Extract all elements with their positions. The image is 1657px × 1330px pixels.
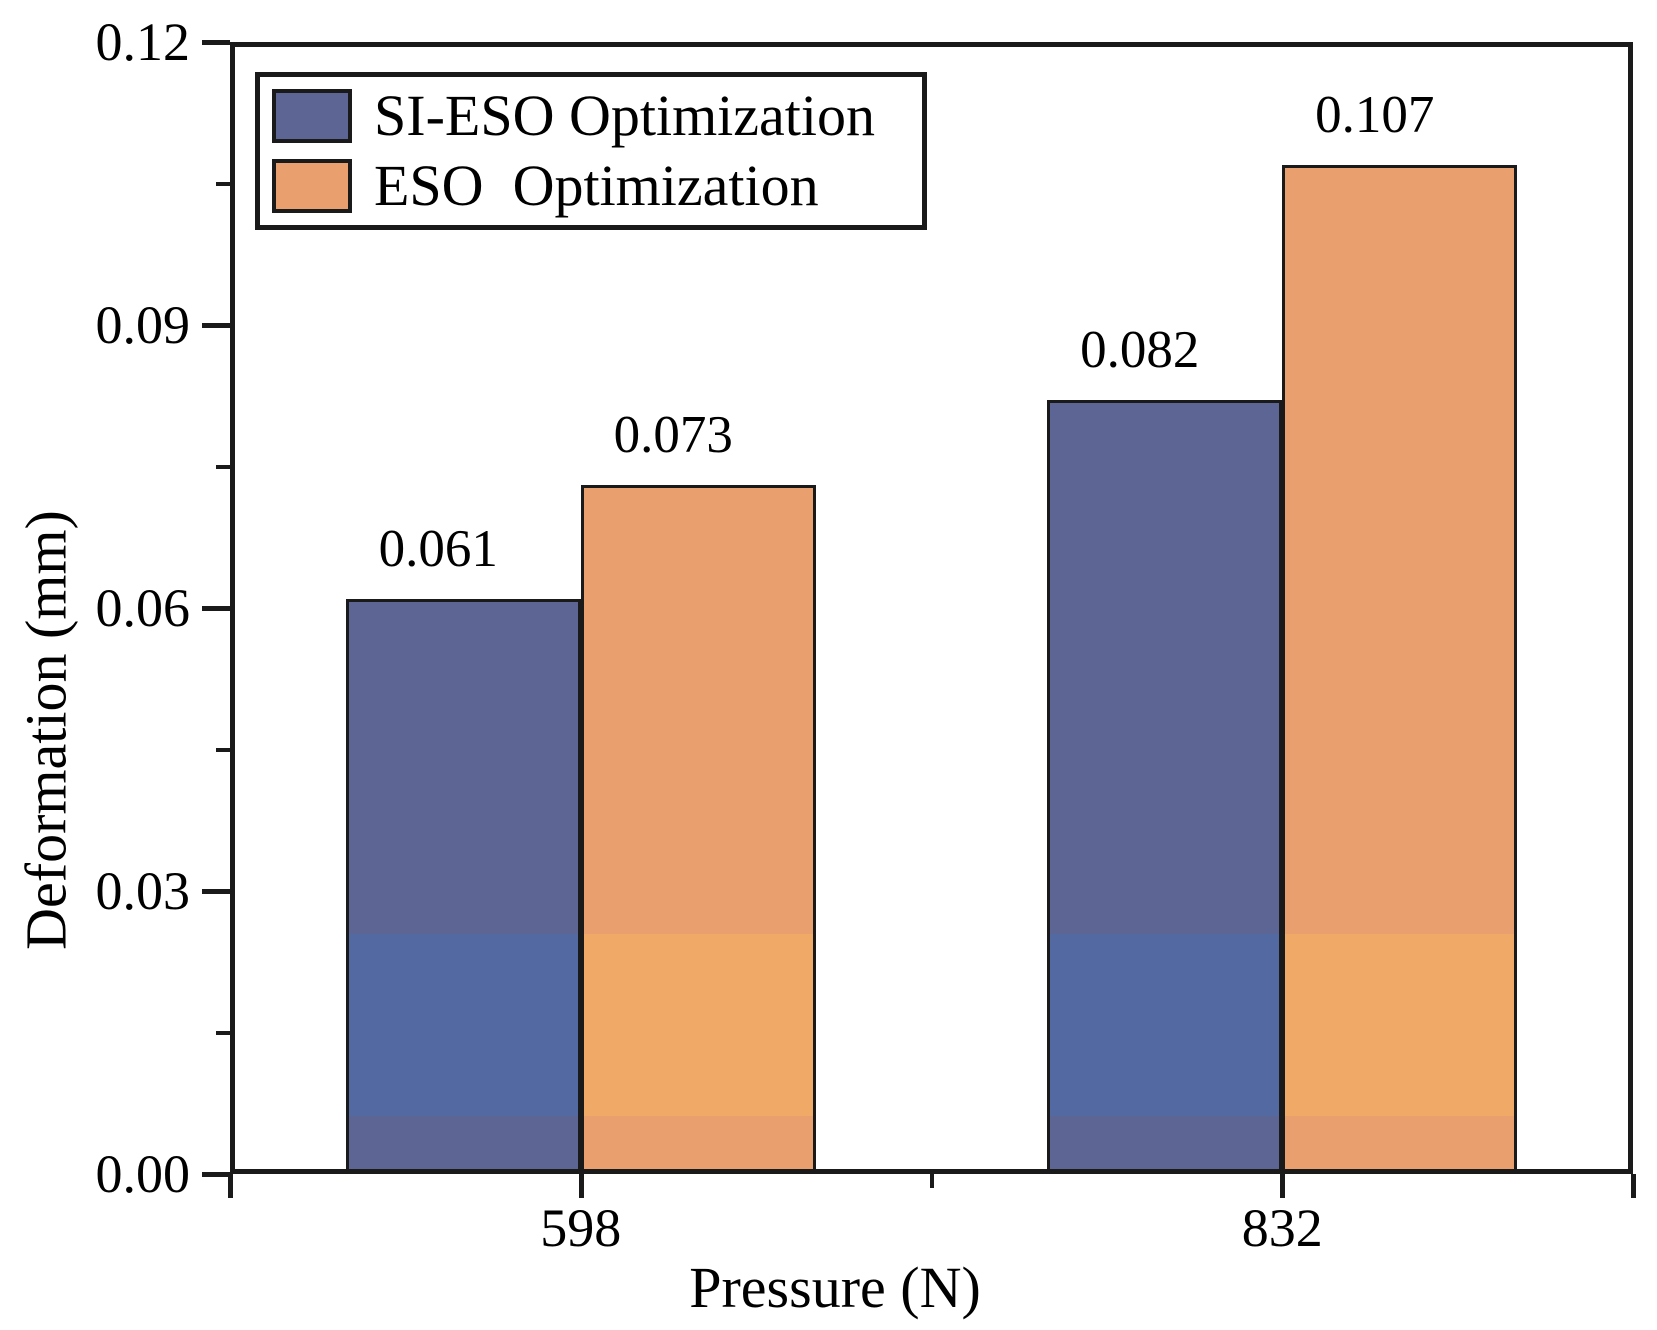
bar-value-label: 0.107 [1315, 86, 1435, 144]
x-tick [1280, 1174, 1286, 1198]
y-tick-label: 0.03 [95, 861, 191, 921]
x-tick-label: 832 [1241, 1198, 1323, 1258]
bar-598-s0 [345, 599, 581, 1174]
legend-item-si-eso: SI-ESO Optimization [272, 85, 922, 147]
legend-swatch-eso [272, 159, 352, 213]
bar-598-s1 [580, 485, 816, 1174]
y-tick [202, 323, 230, 328]
y-minor-tick [216, 181, 230, 186]
y-tick-label: 0.12 [95, 12, 191, 72]
bar-value-label: 0.061 [378, 520, 498, 578]
legend-item-eso: ESO Optimization [272, 155, 922, 217]
x-tick [578, 1174, 584, 1198]
x-axis-label: Pressure (N) [689, 1255, 981, 1320]
y-tick [202, 1172, 230, 1177]
x-boundary-tick [228, 1174, 233, 1198]
bar-value-label: 0.073 [613, 406, 733, 464]
x-tick-label: 598 [540, 1198, 622, 1258]
y-tick-label: 0.06 [95, 578, 191, 638]
legend: SI-ESO Optimization ESO Optimization [255, 72, 927, 230]
bar-832-s0 [1047, 400, 1283, 1174]
bar-value-label: 0.082 [1080, 321, 1200, 379]
y-minor-tick [216, 747, 230, 752]
legend-label-si-eso: SI-ESO Optimization [374, 83, 876, 148]
bar-832-s1 [1282, 165, 1518, 1174]
y-tick-label: 0.00 [95, 1144, 191, 1204]
legend-swatch-si-eso [272, 89, 352, 143]
x-boundary-tick [929, 1174, 934, 1188]
legend-label-eso: ESO Optimization [374, 153, 819, 218]
y-minor-tick [216, 464, 230, 469]
y-tick-label: 0.09 [95, 295, 191, 355]
y-tick [202, 889, 230, 894]
y-tick [202, 606, 230, 611]
y-minor-tick [216, 1030, 230, 1035]
x-boundary-tick [1631, 1174, 1636, 1198]
y-tick [202, 40, 230, 45]
